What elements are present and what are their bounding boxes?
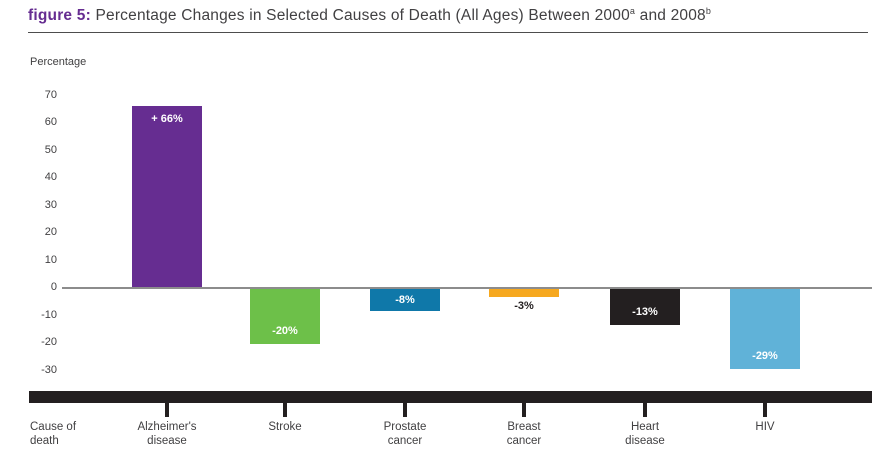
bar-alzheimer-s-disease [132, 105, 202, 287]
bar-value-label: -13% [632, 305, 658, 318]
y-tick-label: -30 [41, 363, 57, 376]
y-tick-label: -10 [41, 308, 57, 321]
figure-title-text-2: and 2008 [635, 7, 706, 25]
y-tick-label: -20 [41, 336, 57, 348]
footnote-marker-a: a [629, 6, 636, 16]
title-divider-line [28, 32, 868, 33]
footnote-marker-b: b [705, 6, 712, 16]
y-tick-label: 50 [44, 143, 57, 156]
y-tick-label: 10 [44, 253, 57, 266]
y-tick-label: 0 [50, 281, 57, 293]
x-axis-bar [29, 391, 872, 403]
bar-value-label: -20% [272, 325, 298, 337]
y-tick-label: 20 [44, 226, 57, 238]
x-axis-tick [403, 403, 407, 417]
zero-baseline [62, 287, 872, 289]
y-tick-label: 40 [44, 171, 57, 183]
bar-value-label: -29% [752, 349, 778, 362]
x-axis-category-label: Prostate cancer [383, 421, 427, 447]
x-axis-tick [643, 403, 647, 417]
bar-value-label: + 66% [151, 112, 183, 125]
y-tick-label: 30 [44, 198, 57, 211]
x-axis-category-label: HIV [755, 421, 775, 433]
bar-heart-disease [610, 289, 680, 325]
figure-title-text: Percentage Changes in Selected Causes of… [90, 7, 630, 25]
x-axis-category-label: Breast cancer [506, 421, 542, 447]
y-axis-title: Percentage [30, 56, 87, 68]
y-tick-label: 60 [44, 116, 57, 128]
x-axis-title: Cause of death [30, 421, 77, 447]
y-tick-label: 70 [44, 88, 57, 101]
figure-title: figure 5: Percentage Changes in Selected… [28, 6, 878, 25]
bar-stroke [250, 289, 320, 344]
x-axis-tick [283, 403, 287, 417]
figure-number-label: figure 5: [28, 7, 91, 25]
x-axis-tick [522, 403, 526, 417]
x-axis-tick [165, 403, 169, 417]
x-axis-category-label: Alzheimer's disease [137, 421, 197, 447]
bar-breast-cancer [489, 289, 559, 298]
x-axis-category-label: Stroke [268, 421, 302, 433]
bar-hiv [730, 289, 800, 369]
bar-prostate-cancer [370, 289, 440, 311]
bar-value-label: -3% [514, 300, 534, 313]
bar-value-label: -8% [395, 294, 415, 306]
x-axis-category-label: Heart disease [625, 421, 665, 447]
x-axis-tick [763, 403, 767, 417]
